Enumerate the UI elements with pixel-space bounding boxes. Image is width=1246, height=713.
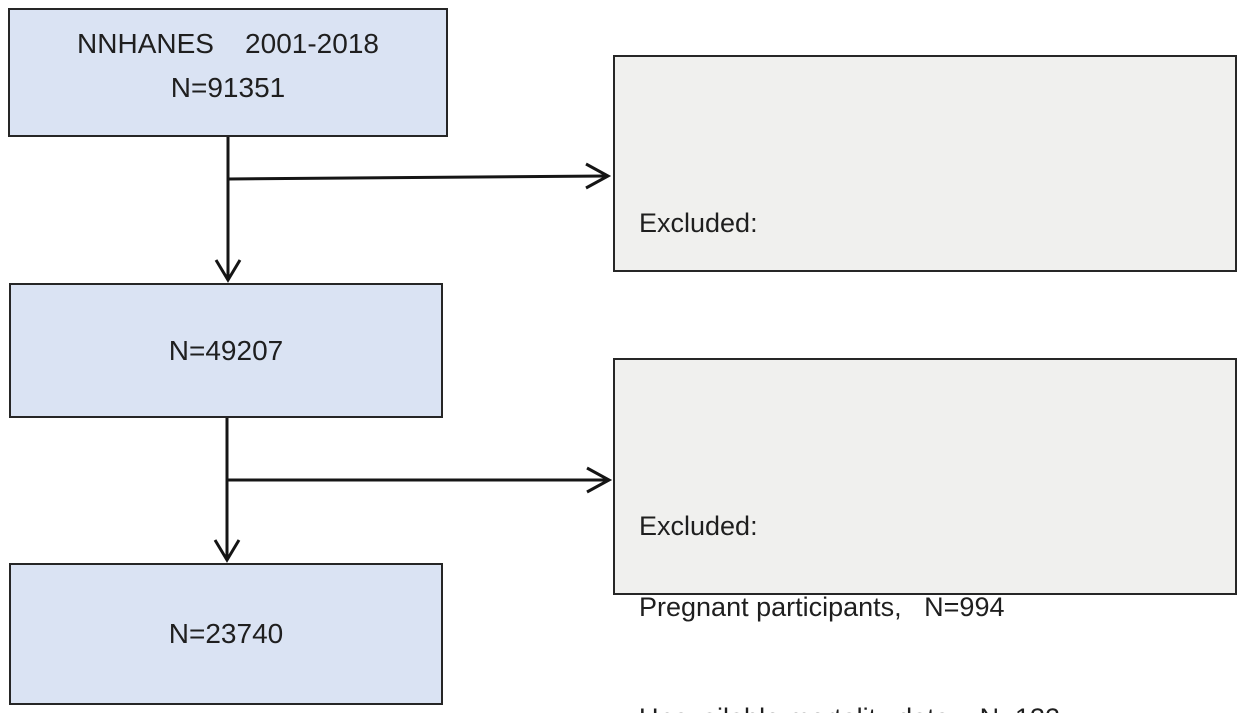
arrow-right-to-excluded-1 [227, 162, 612, 190]
arrow-down-middle-to-final [213, 418, 241, 563]
cohort-box-final: N=23740 [9, 563, 443, 705]
arrow-right-to-excluded-2 [227, 466, 613, 494]
excluded-2-item: Unavailable mortality data, N=132 [639, 686, 1225, 713]
excluded-box-1: Excluded: Age<20 years, N=41150 Pregnant… [613, 55, 1237, 622]
cohort-box-initial: NNHANES 2001-2018 N=91351 [8, 8, 448, 137]
cohort-initial-count: N=91351 [170, 72, 286, 103]
excluded-2-title: Excluded: [639, 511, 758, 541]
excluded-1-title: Excluded: [639, 208, 758, 238]
cohort-final-count: N=23740 [168, 618, 284, 649]
cohort-box-middle: N=49207 [9, 283, 443, 418]
arrow-down-initial-to-middle [214, 137, 242, 283]
cohort-initial-title: NNHANES 2001-2018 [77, 28, 379, 59]
excluded-box-2: Excluded: Unavailable mortality data, N=… [613, 358, 1237, 713]
cohort-middle-count: N=49207 [168, 334, 284, 366]
excluded-1-item: Pregnant participants, N=994 [639, 592, 1005, 622]
